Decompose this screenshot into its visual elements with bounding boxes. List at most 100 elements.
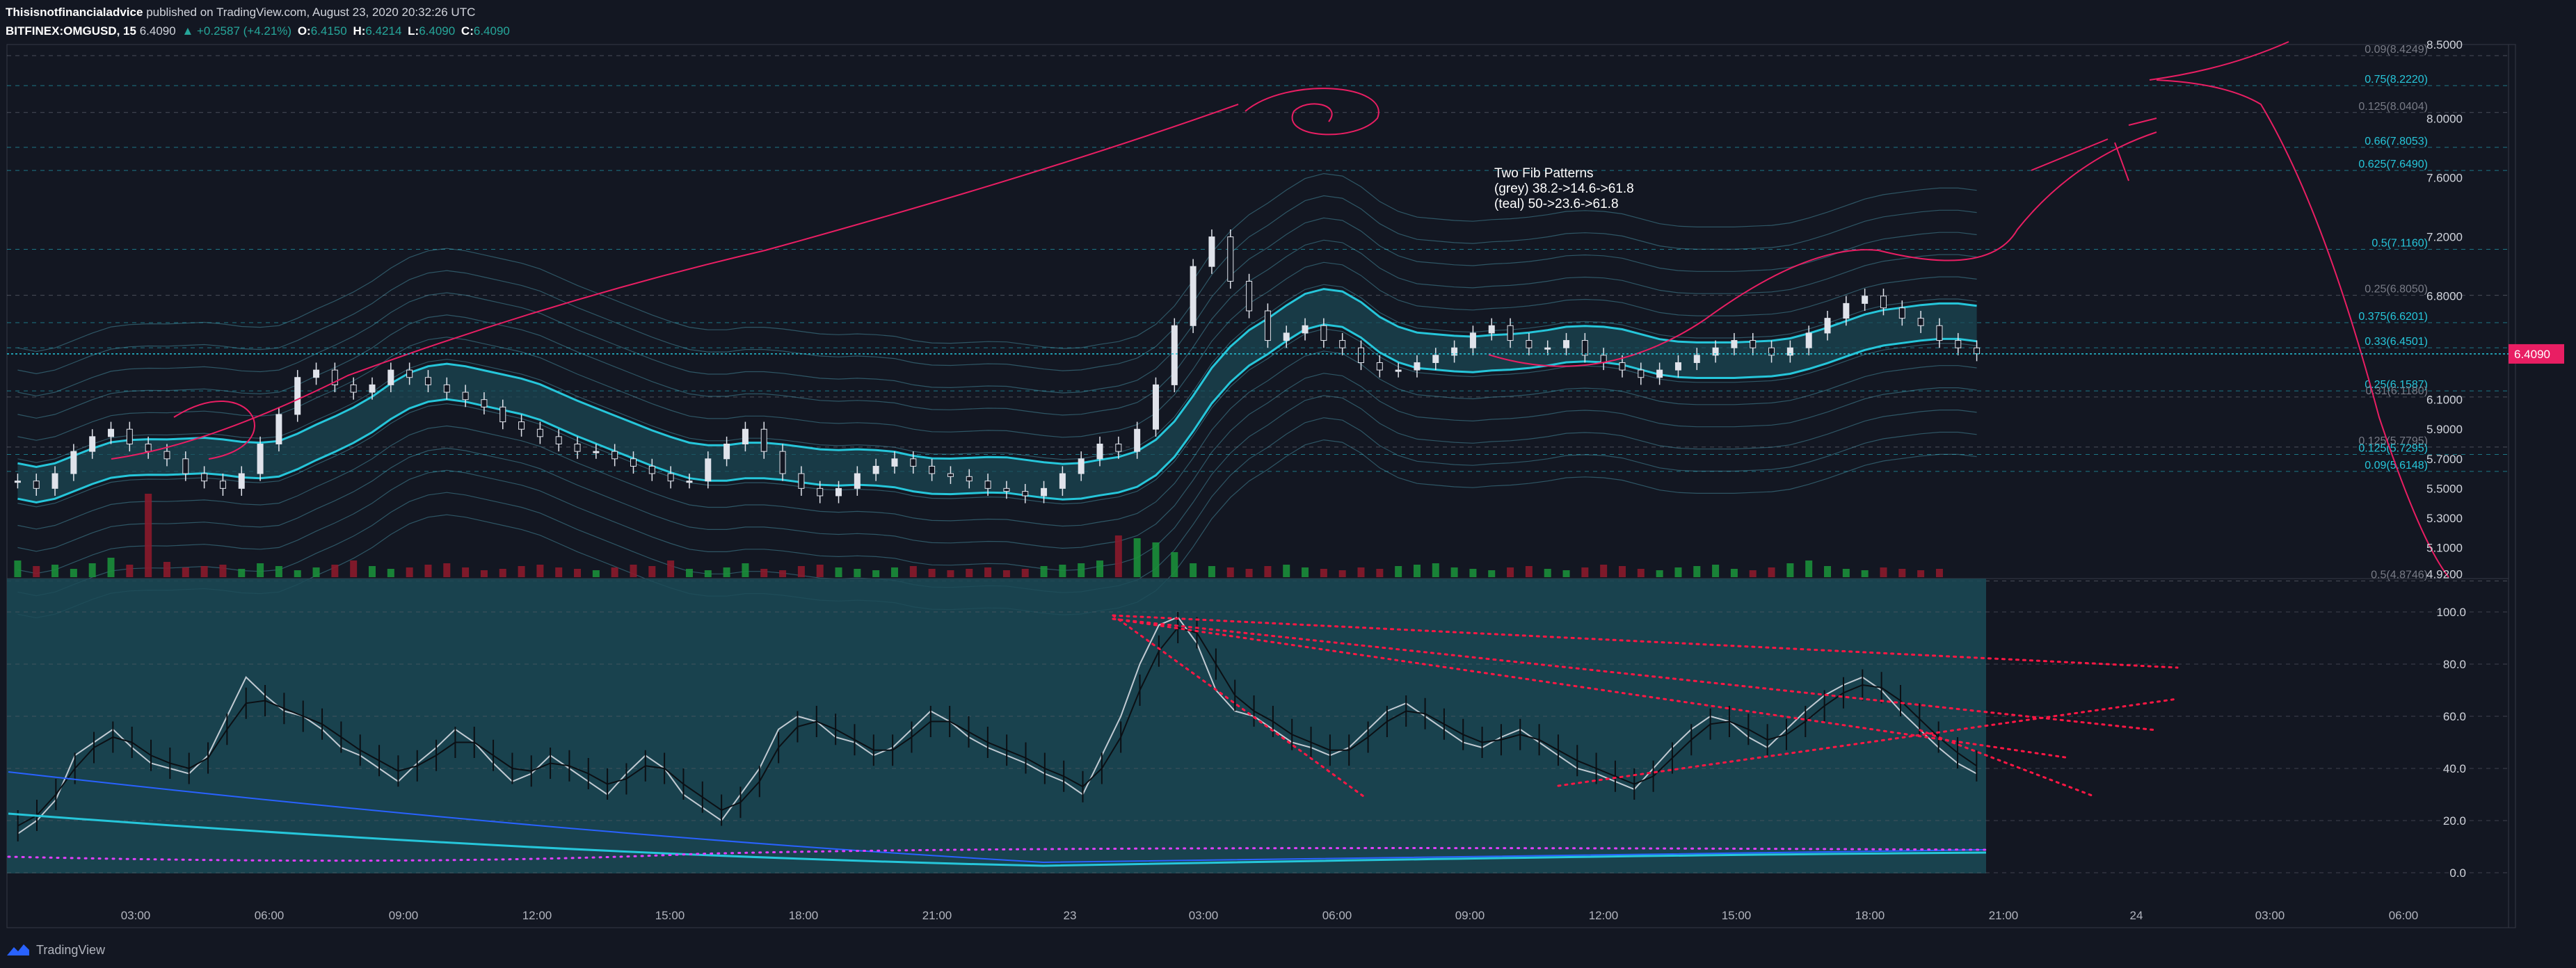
pink-circle	[173, 401, 255, 460]
candle-body-53	[1003, 487, 1010, 492]
rsi-panel-bg	[7, 579, 1986, 873]
volume-bar-77	[1450, 567, 1458, 577]
volume-bar-66	[1245, 569, 1253, 577]
volume-bar-92	[1730, 569, 1738, 577]
candle-body-64	[1208, 236, 1215, 267]
rsi-fast-line	[17, 616, 1977, 834]
candle-body-5	[108, 428, 115, 437]
rsi-tick-5: 0.0	[2449, 866, 2466, 880]
candle-body-96	[1805, 332, 1812, 348]
candle-body-55	[1041, 487, 1048, 497]
candle-body-103	[1936, 325, 1943, 341]
volume-bar-30	[574, 569, 582, 577]
published-info: published on TradingView.com, August 23,…	[146, 6, 476, 19]
pink-drop-curve	[2156, 79, 2449, 578]
fib-label-6: 0.25(6.8050)	[2365, 284, 2428, 296]
volume-bar-23	[443, 563, 451, 577]
candle-body-0	[14, 481, 21, 483]
volume-bar-11	[219, 565, 227, 577]
volume-bar-27	[518, 566, 525, 577]
tradingview-logo-icon[interactable]	[6, 942, 31, 958]
rsi-tick-2: 60.0	[2443, 710, 2466, 723]
volume-bar-24	[462, 567, 470, 577]
time-tick-4: 15:00	[655, 909, 685, 922]
volume-bar-86	[1618, 566, 1626, 577]
candle-body-81	[1526, 340, 1533, 348]
fib-label-2: 0.125(8.0404)	[2358, 101, 2428, 113]
volume-bar-54	[1021, 569, 1029, 577]
candle-body-31	[593, 451, 600, 453]
volume-bar-94	[1768, 567, 1775, 577]
time-tick-15: 24	[2130, 909, 2143, 922]
candle-body-17	[331, 369, 338, 385]
time-tick-12: 15:00	[1722, 909, 1752, 922]
candle-body-52	[984, 481, 991, 489]
candle-body-22	[424, 377, 431, 385]
candle-body-93	[1750, 340, 1757, 348]
candle-body-20	[387, 369, 394, 385]
volume-bar-44	[835, 567, 842, 577]
last-price-tag	[2509, 344, 2564, 364]
volume-bar-1	[33, 566, 40, 577]
volume-bar-28	[536, 565, 544, 577]
candle-body-44	[835, 487, 842, 497]
volume-bar-5	[107, 558, 115, 577]
candle-body-91	[1712, 347, 1719, 356]
candle-body-19	[369, 384, 376, 393]
brand-name[interactable]: TradingView	[36, 942, 106, 957]
rsi-red-2	[1112, 618, 2071, 759]
candle-body-8	[163, 451, 170, 460]
volume-bar-88	[1656, 570, 1663, 577]
candle-body-29	[555, 436, 562, 444]
time-tick-1: 06:00	[255, 909, 285, 922]
candle-body-80	[1507, 325, 1514, 341]
candle-body-46	[872, 465, 879, 474]
low-label: L:	[408, 24, 419, 38]
volume-bar-67	[1264, 566, 1272, 577]
volume-bar-101	[1898, 569, 1906, 577]
last-price-marker: 6.4090	[7, 344, 2564, 364]
candle-body-56	[1059, 473, 1066, 489]
candle-body-48	[910, 458, 917, 467]
volume-bar-9	[182, 567, 189, 577]
author-name[interactable]: Thisisnotfinancialadvice	[6, 6, 143, 19]
candle-body-94	[1768, 347, 1775, 356]
candle-body-10	[201, 473, 208, 482]
volume-bar-2	[51, 565, 59, 577]
time-tick-14: 21:00	[1989, 909, 2019, 922]
volume-bar-56	[1059, 565, 1066, 577]
volume-bar-25	[480, 570, 488, 577]
volume-bar-93	[1749, 570, 1757, 577]
volume-bar-10	[200, 566, 208, 577]
band-core-1	[17, 323, 1977, 504]
time-tick-5: 18:00	[789, 909, 819, 922]
candle-body-74	[1395, 369, 1402, 372]
candle-body-25	[481, 399, 488, 408]
candle-body-28	[536, 428, 543, 437]
volume-bar-14	[275, 566, 282, 577]
candle-body-37	[705, 458, 712, 482]
candle-body-69	[1302, 325, 1309, 334]
footer: TradingView	[6, 939, 105, 961]
volume-bar-0	[14, 560, 22, 577]
rsi-tick-3: 40.0	[2443, 762, 2466, 775]
time-tick-11: 12:00	[1589, 909, 1619, 922]
volume-bar-76	[1432, 563, 1439, 577]
band-line-10	[17, 195, 1977, 375]
volume-bar-74	[1395, 566, 1402, 577]
candle-body-67	[1264, 310, 1271, 341]
candle-body-57	[1078, 458, 1085, 474]
band-line-6	[17, 284, 1977, 463]
candle-body-14	[275, 414, 282, 445]
candle-body-3	[70, 451, 77, 474]
volume-bar-8	[163, 562, 170, 577]
rsi-teal-line	[8, 812, 1987, 867]
symbol-label: BITFINEX:OMGUSD, 15	[6, 24, 136, 38]
fib-label-9: 0.25(6.1587)	[2365, 379, 2428, 391]
volume-bar-4	[88, 563, 96, 577]
time-axis: 03:00 06:00 09:00 12:00 15:00 18:00 21:00 23 03:…	[7, 909, 2509, 928]
chart-header: Thisisnotfinancialadvice published on Tr…	[6, 3, 513, 40]
candle-body-26	[499, 406, 506, 423]
rsi-red-4	[1557, 697, 2179, 787]
